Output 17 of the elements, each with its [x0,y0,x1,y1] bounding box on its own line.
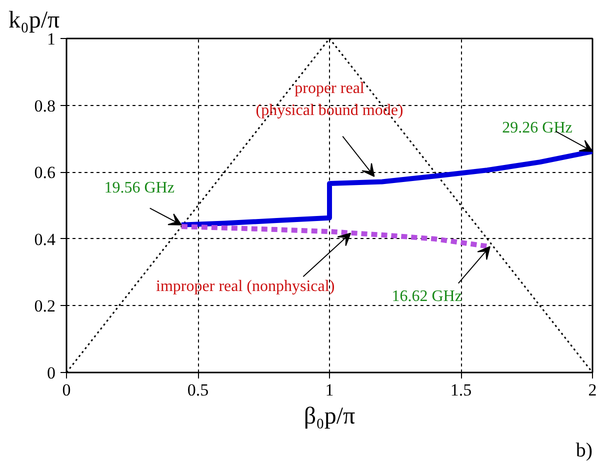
text: b) [576,440,593,462]
x-tick-label: 1 [325,380,334,400]
x-axis-title: β₀p/π [304,404,356,430]
annotation: 16.62 GHz [392,288,462,306]
x-tick-label: 0.5 [187,380,209,400]
annotation: proper real (physical bound mode) [256,80,404,120]
y-tick-label: 0.2 [34,296,56,316]
x-tick-label: 0 [62,380,71,400]
annotation: 29.26 GHz [502,120,572,137]
y-tick-label: 0.4 [34,230,56,249]
x-tick-label: 2 [588,380,597,400]
y-tick-label: 0.8 [34,96,56,116]
annotation: 19.56 GHz [104,180,174,197]
y-tick-label: 0 [47,364,56,382]
annotation: improper real (nonphysical) [156,278,335,296]
x-tick-label: 1.5 [450,380,472,400]
y-tick-label: 0.6 [34,163,56,182]
